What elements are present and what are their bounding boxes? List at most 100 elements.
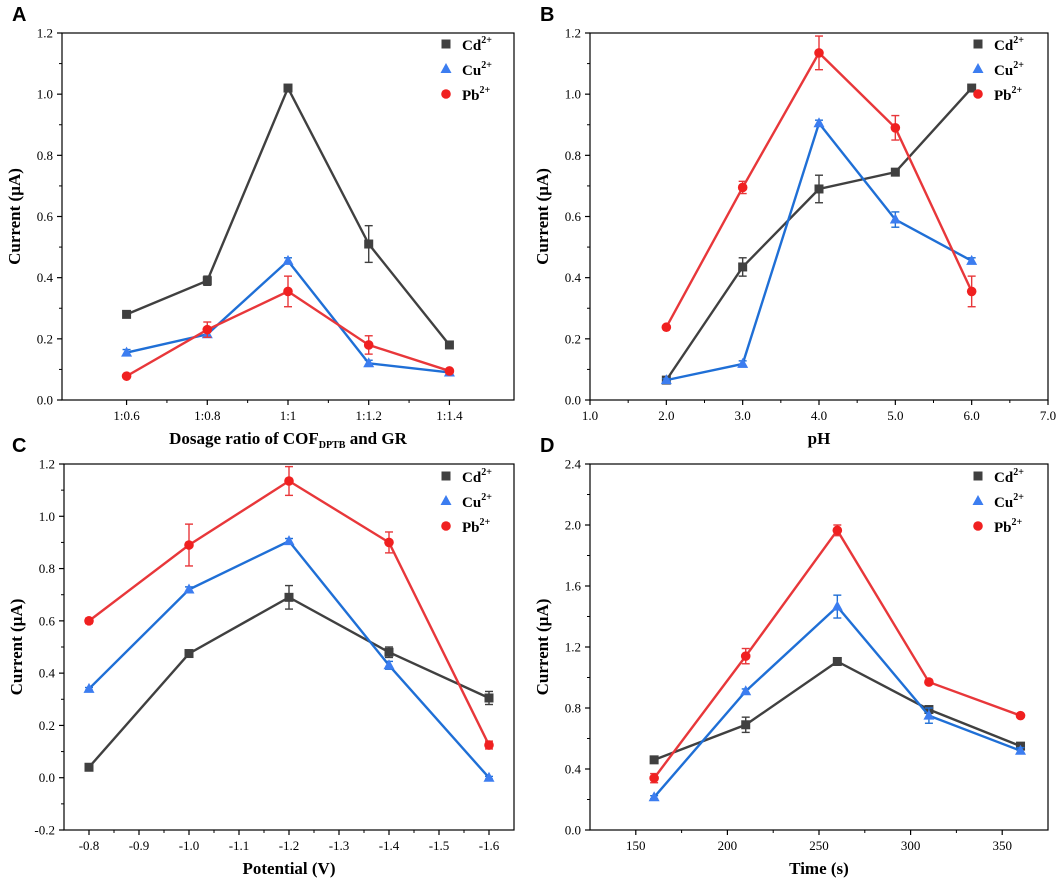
data-point bbox=[83, 682, 95, 693]
data-point bbox=[384, 537, 394, 548]
legend: Cd2+ Cu2+ Pb2+ bbox=[440, 467, 492, 536]
series-Pb bbox=[84, 465, 494, 750]
y-tick-label: 0.0 bbox=[565, 393, 581, 408]
x-tick-label: 5.0 bbox=[887, 408, 903, 423]
data-point bbox=[648, 791, 660, 802]
data-point bbox=[444, 366, 455, 376]
y-tick-label: 0.4 bbox=[565, 270, 582, 285]
y-tick-label: 0.0 bbox=[565, 823, 581, 838]
x-tick-label: 300 bbox=[901, 838, 921, 853]
data-point bbox=[649, 755, 659, 765]
data-point bbox=[890, 167, 900, 177]
legend-marker bbox=[973, 39, 983, 49]
y-tick-label: 2.0 bbox=[565, 518, 581, 533]
data-point bbox=[740, 651, 751, 661]
y-tick-label: 2.4 bbox=[565, 457, 582, 472]
series-line bbox=[653, 604, 1021, 798]
legend-label: Cu2+ bbox=[462, 60, 492, 79]
data-point bbox=[202, 276, 212, 286]
legend-label: Cu2+ bbox=[994, 492, 1024, 511]
data-point bbox=[831, 600, 843, 611]
y-tick-label: 1.0 bbox=[37, 87, 53, 102]
y-tick-label: 1.2 bbox=[565, 640, 581, 655]
panel-letter: B bbox=[540, 4, 554, 26]
y-tick-label: -0.2 bbox=[34, 823, 55, 838]
legend-label: Cd2+ bbox=[462, 467, 492, 486]
data-point bbox=[738, 262, 748, 272]
y-tick-label: 1.0 bbox=[565, 87, 581, 102]
x-tick-label: 150 bbox=[626, 838, 646, 853]
data-point bbox=[966, 254, 978, 265]
plot-frame bbox=[589, 463, 1049, 831]
legend-marker bbox=[972, 495, 984, 505]
panel-letter: A bbox=[12, 4, 26, 26]
panel-letter: C bbox=[12, 435, 26, 457]
x-axis-label: Time (s) bbox=[789, 859, 849, 878]
x-tick-label: 3.0 bbox=[735, 408, 751, 423]
y-tick-label: 0.8 bbox=[39, 561, 55, 576]
x-tick-label: 1:0.8 bbox=[194, 408, 220, 423]
data-point bbox=[890, 123, 901, 133]
legend-marker bbox=[441, 471, 451, 481]
x-tick-label: 350 bbox=[992, 838, 1012, 853]
data-point bbox=[814, 48, 824, 58]
series-line bbox=[665, 87, 973, 381]
y-tick-label: 1.2 bbox=[37, 26, 53, 41]
series-line bbox=[653, 660, 1021, 761]
data-point bbox=[741, 720, 751, 730]
panel-A: 0.0 0.2 0.4 0.6 0.8 1.0 1.2 1:0.6 1:0.8 1:1 1:1.2 1… bbox=[5, 4, 515, 451]
data-point bbox=[384, 647, 394, 657]
plot-frame bbox=[589, 32, 1049, 401]
data-point bbox=[364, 239, 374, 249]
data-point bbox=[121, 371, 132, 381]
series-line bbox=[653, 528, 1021, 779]
panel-letter: D bbox=[540, 435, 554, 457]
data-point bbox=[383, 659, 395, 670]
y-tick-label: 0.8 bbox=[37, 148, 53, 163]
series-Cd bbox=[84, 584, 494, 772]
legend-marker bbox=[972, 63, 984, 73]
x-tick-label: 2.0 bbox=[658, 408, 674, 423]
y-tick-label: 0.4 bbox=[37, 270, 54, 285]
y-tick-label: 1.2 bbox=[39, 457, 55, 472]
legend: Cd2+ Cu2+ Pb2+ bbox=[440, 35, 492, 104]
x-tick-label: -1.5 bbox=[429, 838, 450, 853]
x-axis-label: Potential (V) bbox=[242, 859, 335, 878]
data-point bbox=[121, 346, 133, 357]
data-point bbox=[363, 357, 375, 368]
legend-label: Cu2+ bbox=[994, 60, 1024, 79]
legend-label: Pb2+ bbox=[994, 85, 1023, 104]
y-axis-label: Current (µA) bbox=[7, 599, 26, 696]
x-tick-label: 1:1.4 bbox=[436, 408, 463, 423]
data-point bbox=[966, 286, 977, 297]
x-tick-label: -0.8 bbox=[79, 838, 100, 853]
x-tick-label: 200 bbox=[718, 838, 738, 853]
x-axis-label: Dosage ratio of COFDPTB and GR bbox=[169, 429, 407, 451]
data-point bbox=[484, 740, 494, 750]
data-point bbox=[84, 616, 94, 626]
y-tick-label: 0.4 bbox=[565, 762, 582, 777]
legend-label: Pb2+ bbox=[994, 517, 1023, 536]
panel-B: 0.0 0.2 0.4 0.6 0.8 1.0 1.2 1.0 2.0 3.0 4.0 5.0 6.0 7… bbox=[533, 4, 1056, 448]
panel-D: 0.0 0.4 0.8 1.2 1.6 2.0 2.4 150 200 250 300 350 Time… bbox=[533, 435, 1049, 878]
legend-label: Cd2+ bbox=[994, 467, 1024, 486]
legend: Cd2+ Cu2+ Pb2+ bbox=[972, 467, 1024, 536]
x-tick-label: 1:0.6 bbox=[113, 408, 140, 423]
data-point bbox=[813, 117, 825, 128]
data-point bbox=[284, 476, 294, 486]
series-Cd bbox=[122, 83, 454, 350]
series-Cu bbox=[83, 535, 495, 782]
y-tick-label: 0.8 bbox=[565, 701, 581, 716]
data-point bbox=[1015, 744, 1027, 755]
y-tick-label: 0.6 bbox=[39, 613, 56, 628]
data-point bbox=[967, 83, 977, 93]
x-tick-label: 1.0 bbox=[582, 408, 598, 423]
data-point bbox=[924, 677, 934, 687]
series-line bbox=[666, 120, 973, 382]
legend-marker bbox=[440, 495, 452, 505]
series-Pb bbox=[649, 524, 1026, 784]
x-tick-label: 250 bbox=[809, 838, 829, 853]
data-point bbox=[737, 182, 748, 193]
series-Cu bbox=[660, 117, 978, 385]
legend-marker bbox=[973, 471, 983, 481]
